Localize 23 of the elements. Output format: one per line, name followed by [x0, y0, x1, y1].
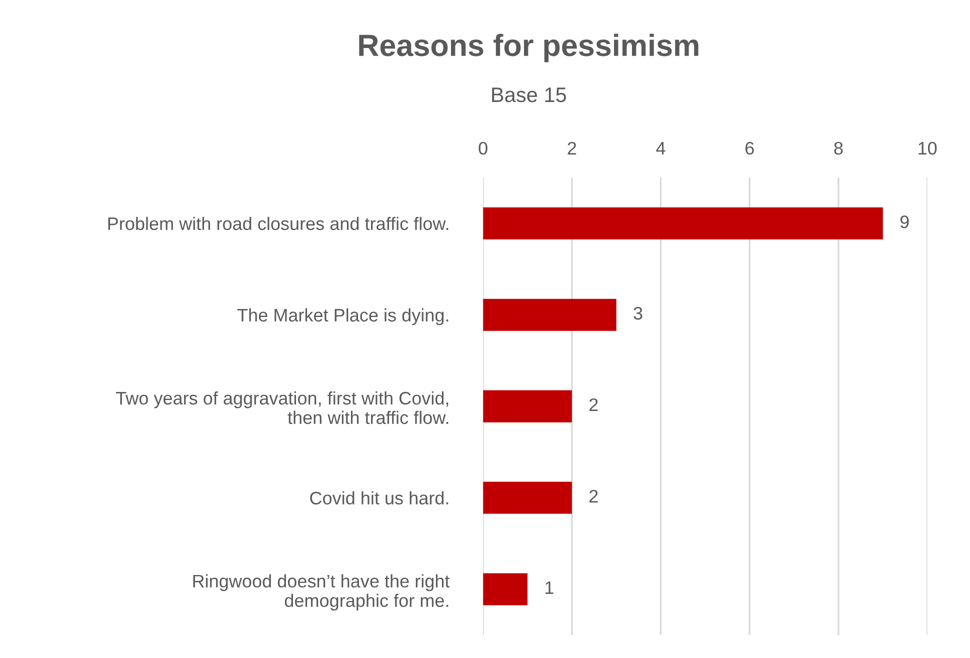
- bar: [483, 390, 572, 422]
- y-tick-label: Two years of aggravation, first with Covid, then with traffic flow.: [116, 391, 448, 424]
- data-label: 1: [546, 581, 554, 594]
- y-tick-label: Covid hit us hard.: [310, 491, 448, 504]
- x-tick-label: 2: [568, 142, 576, 154]
- x-tick-label: 6: [746, 142, 754, 155]
- data-label: 3: [634, 306, 642, 320]
- chart-title: Reasons for pessimism: [359, 34, 698, 62]
- x-tick-label: 4: [656, 142, 666, 154]
- bar: [483, 573, 528, 606]
- y-tick-label: The Market Place is dying.: [237, 308, 448, 326]
- y-tick-label: Ringwood doesn’t have the right demographic for me.: [193, 574, 450, 611]
- x-tick-label: 8: [834, 142, 843, 155]
- data-label: 2: [589, 398, 598, 411]
- y-tick-label: Problem with road closures and traffic flow.: [108, 216, 448, 230]
- bar: [483, 482, 572, 514]
- data-label: 2: [589, 490, 598, 502]
- x-tick-label: 0: [478, 142, 488, 155]
- chart-subtitle: Base 15: [492, 88, 566, 102]
- bar: [483, 207, 883, 240]
- x-tick-label: 10: [918, 142, 937, 155]
- bar: [483, 298, 616, 331]
- data-label: 9: [900, 215, 909, 228]
